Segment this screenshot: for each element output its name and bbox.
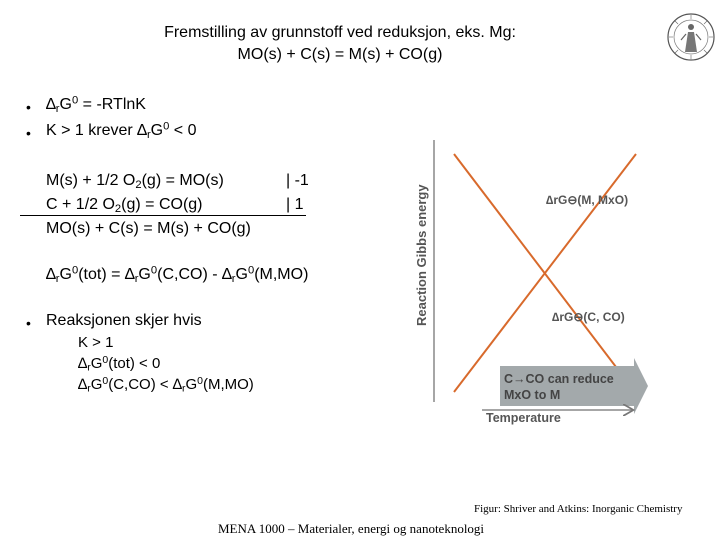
superscript: 0: [102, 374, 109, 387]
text-run: (g) = CO(g): [121, 196, 203, 213]
sum-underline: [20, 215, 306, 216]
text-run: K > 1 krever ∆: [46, 122, 147, 139]
x-axis-label: Temperature: [486, 411, 561, 425]
subscript: r: [87, 361, 91, 374]
carbon-monoxide-line-label: ∆rG⊖(C, CO): [552, 310, 625, 324]
metal-oxide-line-label: ∆rG⊖(M, MxO): [546, 193, 628, 207]
text-run: C + 1/2 O: [46, 196, 115, 213]
text-run: (tot) = ∆: [78, 266, 135, 283]
text-run: M(s) + 1/2 O: [46, 172, 136, 189]
text-run: (C,CO) - ∆: [157, 266, 232, 283]
figure-credit: Figur: Shriver and Atkins: Inorganic Che…: [474, 503, 683, 515]
superscript: 0: [150, 264, 158, 277]
superscript: 0: [163, 120, 170, 133]
course-footer: MENA 1000 – Materialer, energi og nanote…: [218, 521, 485, 536]
title-line-1: Fremstilling av grunnstoff ved reduksjon…: [164, 24, 516, 41]
sub-item-comparison: ∆rG0(C,CO) < ∆rG0(M,MO): [78, 374, 254, 395]
sub-item-total-negative: ∆rG0(tot) < 0: [78, 353, 161, 374]
subscript: 2: [135, 178, 142, 191]
slide-title: Fremstilling av grunnstoff ved reduksjon…: [0, 22, 680, 66]
text-run: (C,CO) < ∆: [108, 376, 182, 393]
superscript: 0: [247, 264, 255, 277]
y-axis-label: Reaction Gibbs energy: [414, 184, 429, 326]
text-run: = -RTlnK: [78, 96, 146, 113]
text-run: G: [59, 266, 72, 283]
superscript: 0: [71, 94, 79, 107]
carbon-monoxide-line: [453, 153, 637, 393]
bullet-text-rtlnk: ∆rG0 = -RTlnK: [46, 94, 146, 115]
text-run: (M,MO): [202, 376, 254, 393]
text-run: ∆: [78, 376, 88, 393]
text-run: < 0: [169, 122, 197, 139]
metal-oxide-line: [453, 153, 633, 389]
reaction-2-factor: | 1: [286, 196, 304, 213]
text-run: ∆: [46, 266, 56, 283]
bullet-text-reaction-condition: Reaksjonen skjer hvis: [46, 312, 202, 329]
text-run: ∆: [78, 355, 88, 372]
gibbs-total-expression: ∆rG0(tot) = ∆rG0(C,CO) - ∆rG0(M,MO): [46, 264, 309, 285]
reaction-metal-oxide: M(s) + 1/2 O2(g) = MO(s): [46, 172, 224, 190]
reaction-sum: MO(s) + C(s) = M(s) + CO(g): [46, 220, 251, 237]
text-run: G: [90, 355, 103, 372]
text-run: (M,MO): [254, 266, 309, 283]
bullet-dot: •: [26, 99, 31, 115]
text-run: G: [138, 266, 151, 283]
superscript: 0: [71, 264, 79, 277]
sub-item-k: K > 1: [78, 334, 114, 351]
subscript: r: [134, 272, 139, 285]
subscript: r: [146, 128, 151, 141]
subscript: 2: [114, 202, 122, 215]
text-run: G: [59, 96, 72, 113]
subscript: r: [231, 272, 236, 285]
reaction-carbon-monoxide: C + 1/2 O2(g) = CO(g): [46, 196, 203, 214]
superscript: 0: [102, 353, 109, 366]
text-run: G: [90, 376, 103, 393]
subscript: r: [181, 382, 186, 395]
subscript: r: [87, 382, 91, 395]
reduction-region-arrow: [500, 358, 648, 414]
university-seal-logo: [667, 13, 715, 61]
reduction-arrow-text-2: MxO to M: [504, 388, 560, 402]
bullet-dot: •: [26, 125, 31, 141]
text-run: (g) = MO(s): [141, 172, 224, 189]
superscript: 0: [197, 374, 203, 387]
subscript: r: [55, 272, 60, 285]
text-run: G: [185, 376, 198, 393]
reaction-1-factor: | -1: [286, 172, 309, 189]
text-run: G: [235, 266, 248, 283]
text-run: G: [150, 122, 164, 139]
bullet-dot: •: [26, 315, 31, 331]
reduction-arrow-text-1: C→CO can reduce: [504, 372, 614, 386]
subscript: r: [55, 102, 60, 115]
gibbs-temperature-diagram: Reaction Gibbs energy ∆rG⊖(M, MxO) ∆rG⊖(…: [414, 140, 648, 425]
title-line-2: MO(s) + C(s) = M(s) + CO(g): [237, 46, 443, 63]
text-run: ∆: [46, 96, 56, 113]
text-run: (tot) < 0: [108, 355, 161, 372]
bullet-text-k-condition: K > 1 krever ∆rG0 < 0: [46, 120, 197, 141]
